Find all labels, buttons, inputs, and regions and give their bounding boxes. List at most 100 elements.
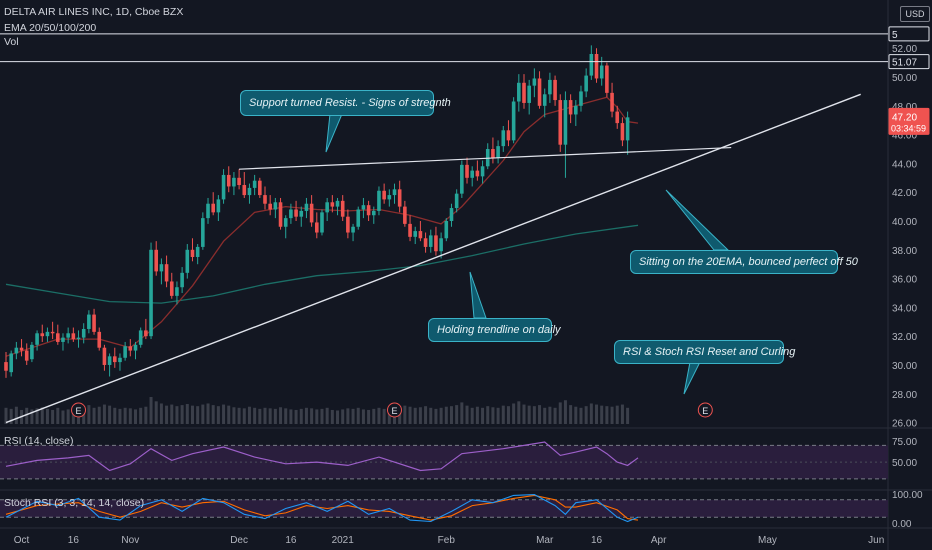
candle-body xyxy=(216,199,221,213)
stoch-rsi-legend[interactable]: Stoch RSI (3, 3, 14, 14, close) xyxy=(4,497,145,509)
top-level-text: 5 xyxy=(892,30,898,41)
price-tick-label: 34.00 xyxy=(892,303,917,314)
volume-bar xyxy=(449,406,453,424)
resistance-price-text: 51.07 xyxy=(892,58,917,69)
candle-body xyxy=(511,101,516,141)
volume-bar xyxy=(216,406,220,424)
time-tick-label: May xyxy=(758,535,777,546)
volume-bar xyxy=(356,407,360,424)
candle-body xyxy=(542,94,547,106)
candle-body xyxy=(449,208,454,221)
volume-bar xyxy=(563,400,567,424)
candle-body xyxy=(594,53,599,79)
candle-body xyxy=(92,314,96,332)
callout-support[interactable]: Support turned Resist. - Signs of stregn… xyxy=(240,90,451,116)
earnings-marker-label: E xyxy=(391,406,397,416)
currency-badge[interactable]: USD xyxy=(900,6,930,22)
candle-body xyxy=(558,100,563,145)
candle-body xyxy=(304,203,309,211)
candle-body xyxy=(128,346,133,351)
candle-body xyxy=(340,200,345,217)
candle-body xyxy=(226,174,231,187)
volume-bar xyxy=(159,403,163,424)
volume-bar xyxy=(330,409,334,424)
volume-bar xyxy=(154,401,158,424)
volume-bar xyxy=(299,408,303,424)
current-price-tag xyxy=(888,107,930,135)
volume-bar xyxy=(61,410,65,424)
candle-body xyxy=(206,203,210,219)
volume-bar xyxy=(190,405,194,424)
candle-body xyxy=(97,331,102,348)
volume-bar xyxy=(175,406,179,424)
volume-bar xyxy=(92,407,96,424)
bar-countdown-text: 03:34:59 xyxy=(891,123,926,133)
volume-bar xyxy=(310,408,314,424)
volume-bar xyxy=(553,407,557,424)
callout-trendline[interactable]: Holding trendline on daily xyxy=(428,318,561,342)
volume-bar xyxy=(548,406,552,424)
volume-bar xyxy=(40,407,44,424)
candle-body xyxy=(112,356,117,363)
callout-rsi[interactable]: RSI & Stoch RSI Reset and Curling xyxy=(614,340,795,364)
volume-bar xyxy=(439,407,443,424)
volume-bar xyxy=(512,403,516,424)
candle-body xyxy=(346,216,350,233)
volume-bar xyxy=(538,405,542,424)
volume-legend[interactable]: Vol xyxy=(4,36,19,48)
volume-bar xyxy=(258,408,262,424)
symbol-title: DELTA AIR LINES INC, 1D, Cboe BZX xyxy=(4,6,184,18)
price-tick-label: 52.00 xyxy=(892,44,917,55)
candle-body xyxy=(180,272,184,288)
candle-body xyxy=(268,203,272,210)
time-tick-label: 16 xyxy=(68,535,80,546)
volume-bar xyxy=(626,407,630,424)
volume-bar xyxy=(377,407,381,424)
callout-ema20[interactable]: Sitting on the 20EMA, bounced perfect of… xyxy=(630,250,858,274)
candle-body xyxy=(584,75,588,92)
earnings-marker xyxy=(71,402,87,418)
volume-bar xyxy=(144,406,148,424)
volume-bar xyxy=(139,407,143,424)
candle-body xyxy=(439,238,443,252)
candle-body xyxy=(56,333,60,342)
price-tick-label: 38.00 xyxy=(892,246,917,257)
candle-body xyxy=(252,180,257,188)
candle-body xyxy=(403,206,407,224)
candle-body xyxy=(195,246,200,257)
price-tick-label: 44.00 xyxy=(892,159,917,170)
candle-body xyxy=(589,53,594,76)
volume-bar xyxy=(9,408,13,424)
candle-body xyxy=(164,264,169,282)
candle-body xyxy=(548,79,552,95)
volume-bar xyxy=(351,408,355,424)
volume-bar xyxy=(279,407,283,424)
candle-body xyxy=(537,78,542,106)
ema200-line xyxy=(5,224,639,304)
volume-bar xyxy=(180,405,184,424)
candle-body xyxy=(579,91,583,106)
ema-legend[interactable]: EMA 20/50/100/200 xyxy=(4,22,97,34)
candle-body xyxy=(278,202,283,227)
support-turned-resistance-line xyxy=(239,146,732,170)
volume-bar xyxy=(30,409,34,424)
volume-bar xyxy=(304,407,308,424)
volume-bar xyxy=(382,408,386,424)
volume-bar xyxy=(263,407,267,424)
rsi-legend[interactable]: RSI (14, close) xyxy=(4,435,74,447)
candle-body xyxy=(496,146,500,158)
candle-body xyxy=(480,166,485,177)
time-tick-label: 2021 xyxy=(332,535,355,546)
candle-body xyxy=(428,235,433,247)
candle-body xyxy=(258,180,262,196)
candle-body xyxy=(330,202,335,207)
volume-bar xyxy=(56,407,60,424)
candle-body xyxy=(169,281,174,296)
price-tick-label: 40.00 xyxy=(892,217,917,228)
time-tick-label: 16 xyxy=(285,535,297,546)
candle-body xyxy=(201,218,205,247)
candle-body xyxy=(107,356,112,365)
volume-bar xyxy=(615,405,619,424)
volume-bar xyxy=(165,405,169,424)
